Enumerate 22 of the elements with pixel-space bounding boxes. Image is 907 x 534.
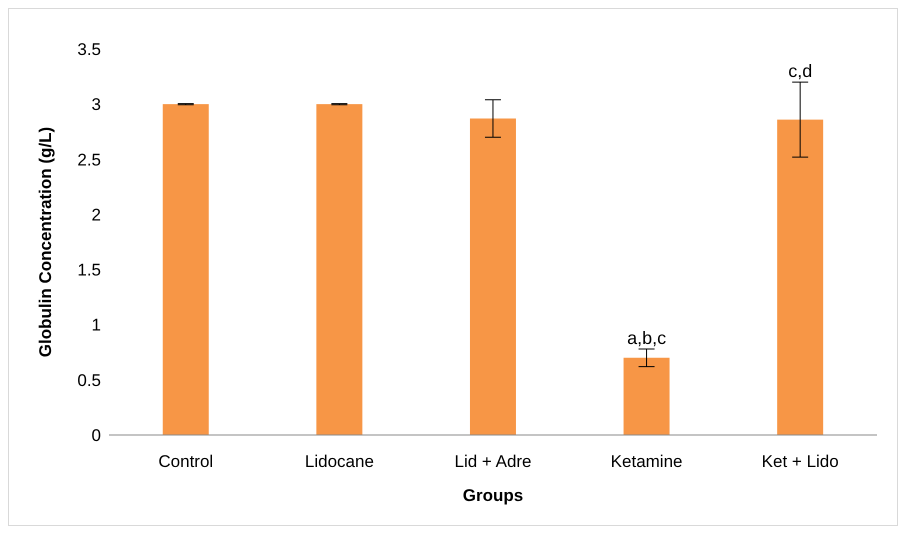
bar bbox=[316, 104, 362, 435]
bar bbox=[777, 120, 824, 435]
bar bbox=[162, 104, 209, 435]
y-tick-label: 3.5 bbox=[77, 40, 101, 60]
x-tick-label: Ket + Lido bbox=[762, 452, 839, 472]
y-tick-label: 3 bbox=[92, 95, 101, 114]
annotation: a,b,c bbox=[627, 328, 666, 348]
y-tick-label: 1 bbox=[92, 316, 101, 335]
y-tick-label: 0 bbox=[92, 426, 101, 446]
x-axis-title: Groups bbox=[462, 486, 524, 505]
y-tick-label: 1.5 bbox=[77, 260, 101, 280]
annotation: c,d bbox=[788, 61, 812, 82]
y-tick-label: 0.5 bbox=[77, 370, 101, 390]
x-tick-label: Ketamine bbox=[610, 452, 683, 472]
bar bbox=[470, 118, 516, 435]
y-tick-label: 2 bbox=[92, 205, 101, 224]
x-tick-label: Lid + Adre bbox=[454, 452, 532, 472]
x-tick-label: Lidocane bbox=[304, 452, 374, 472]
x-tick-label: Control bbox=[158, 452, 214, 472]
y-tick-label: 2.5 bbox=[77, 150, 101, 170]
bar bbox=[624, 358, 670, 435]
y-axis-title: Globulin Concentration (g/L) bbox=[36, 126, 56, 358]
